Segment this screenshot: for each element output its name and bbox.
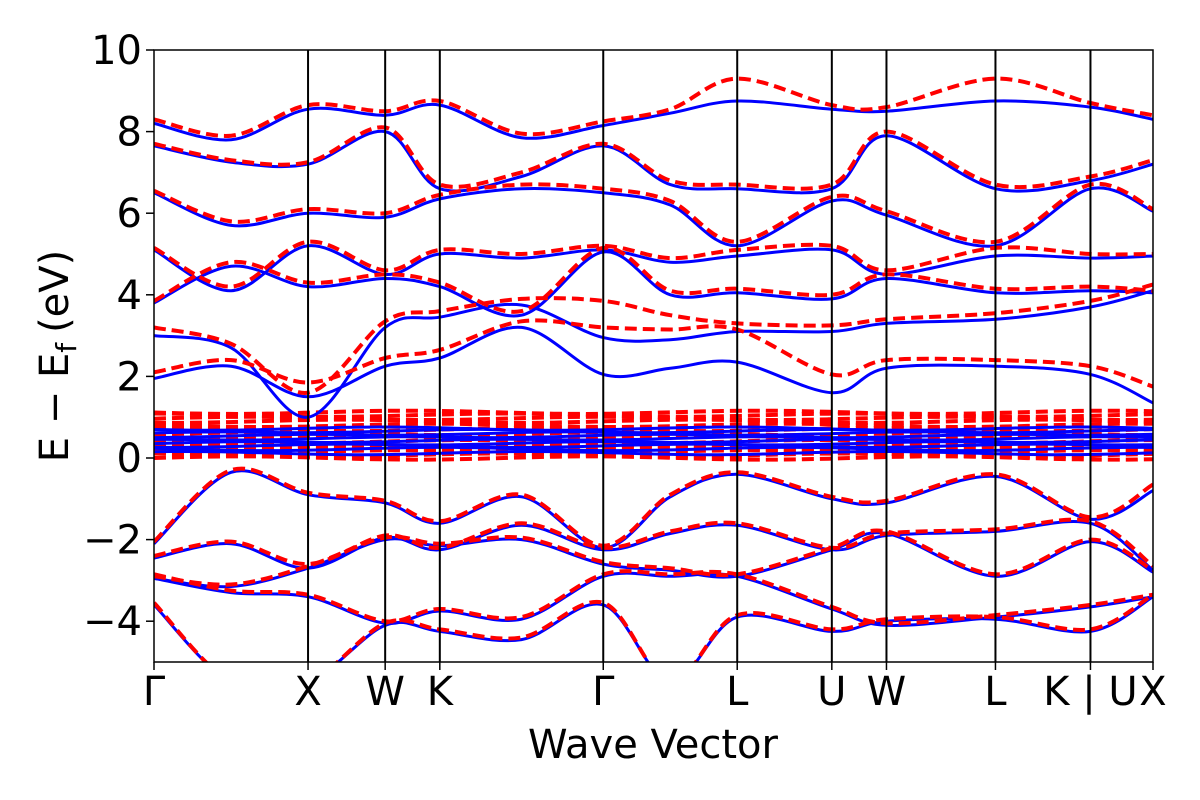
plot-frame xyxy=(153,49,1154,663)
dashed-flat-band-line xyxy=(154,411,1153,419)
x-tick-label: W xyxy=(365,669,405,715)
dashed-flat-band-line xyxy=(154,451,1153,459)
dashed-band-line xyxy=(154,318,1153,389)
y-tick-label: 6 xyxy=(117,191,142,237)
y-tick-label: 2 xyxy=(117,354,142,400)
y-tick-label: −4 xyxy=(83,599,142,645)
y-tick-label: −2 xyxy=(83,518,142,564)
x-tick-label: U xyxy=(817,669,846,715)
x-tick-label: X xyxy=(294,669,321,715)
y-axis-ticks: −4 −2 0 2 4 6 8 10 xyxy=(83,28,154,645)
y-tick-label: 10 xyxy=(91,28,142,74)
x-tick-label: Γ xyxy=(143,669,166,715)
dashed-band-line xyxy=(154,569,1153,626)
dashed-flat-band-line xyxy=(154,433,1153,442)
solid-flat-band-line xyxy=(154,425,1153,432)
dashed-band-line xyxy=(154,592,1153,662)
dashed-band-line xyxy=(154,282,1153,395)
high-symmetry-lines xyxy=(307,50,1092,662)
dashed-band-line xyxy=(154,125,1153,191)
x-tick-label: K xyxy=(427,669,455,715)
x-tick-label: X xyxy=(1139,669,1166,715)
solid-flat-band-line xyxy=(154,437,1153,445)
solid-flat-band-line xyxy=(154,445,1153,453)
solid-band-line xyxy=(154,186,1153,248)
solid-band-line xyxy=(154,250,1153,318)
x-tick-label: Γ xyxy=(592,669,615,715)
x-tick-label: L xyxy=(726,669,749,715)
y-tick-label: 0 xyxy=(117,436,142,482)
y-axis-label-unit: (eV) xyxy=(32,250,78,333)
dashed-band-line xyxy=(154,76,1153,138)
solid-flat-band-line xyxy=(154,449,1153,457)
solid-band-line xyxy=(154,531,1153,589)
x-tick-label: K | U xyxy=(1043,669,1137,715)
y-axis-label: E − Ef (eV) xyxy=(32,250,83,463)
solid-band-line xyxy=(154,129,1153,195)
dashed-band-line xyxy=(154,528,1153,587)
dashed-band-line xyxy=(154,245,1153,314)
solid-flat-band-line xyxy=(154,427,1153,435)
band-lines xyxy=(154,76,1153,662)
solid-band-line xyxy=(154,289,1153,419)
dashed-band-line xyxy=(154,239,1153,289)
solid-band-line xyxy=(154,325,1153,405)
y-axis-label-subscript: f xyxy=(50,342,83,353)
dashed-flat-band-line xyxy=(154,408,1153,416)
dashed-band-line xyxy=(154,181,1153,245)
dashed-flat-band-line xyxy=(154,421,1153,430)
x-tick-label: W xyxy=(867,669,907,715)
dashed-flat-band-line xyxy=(154,417,1153,425)
y-tick-label: 8 xyxy=(117,110,142,156)
y-tick-label: 4 xyxy=(117,273,142,319)
x-tick-label: L xyxy=(984,669,1007,715)
x-axis-label: Wave Vector xyxy=(528,722,779,768)
y-axis-label-main: E − E xyxy=(32,353,78,463)
dashed-band-line xyxy=(154,517,1153,568)
solid-flat-band-line xyxy=(154,435,1153,442)
solid-band-line xyxy=(154,99,1153,142)
